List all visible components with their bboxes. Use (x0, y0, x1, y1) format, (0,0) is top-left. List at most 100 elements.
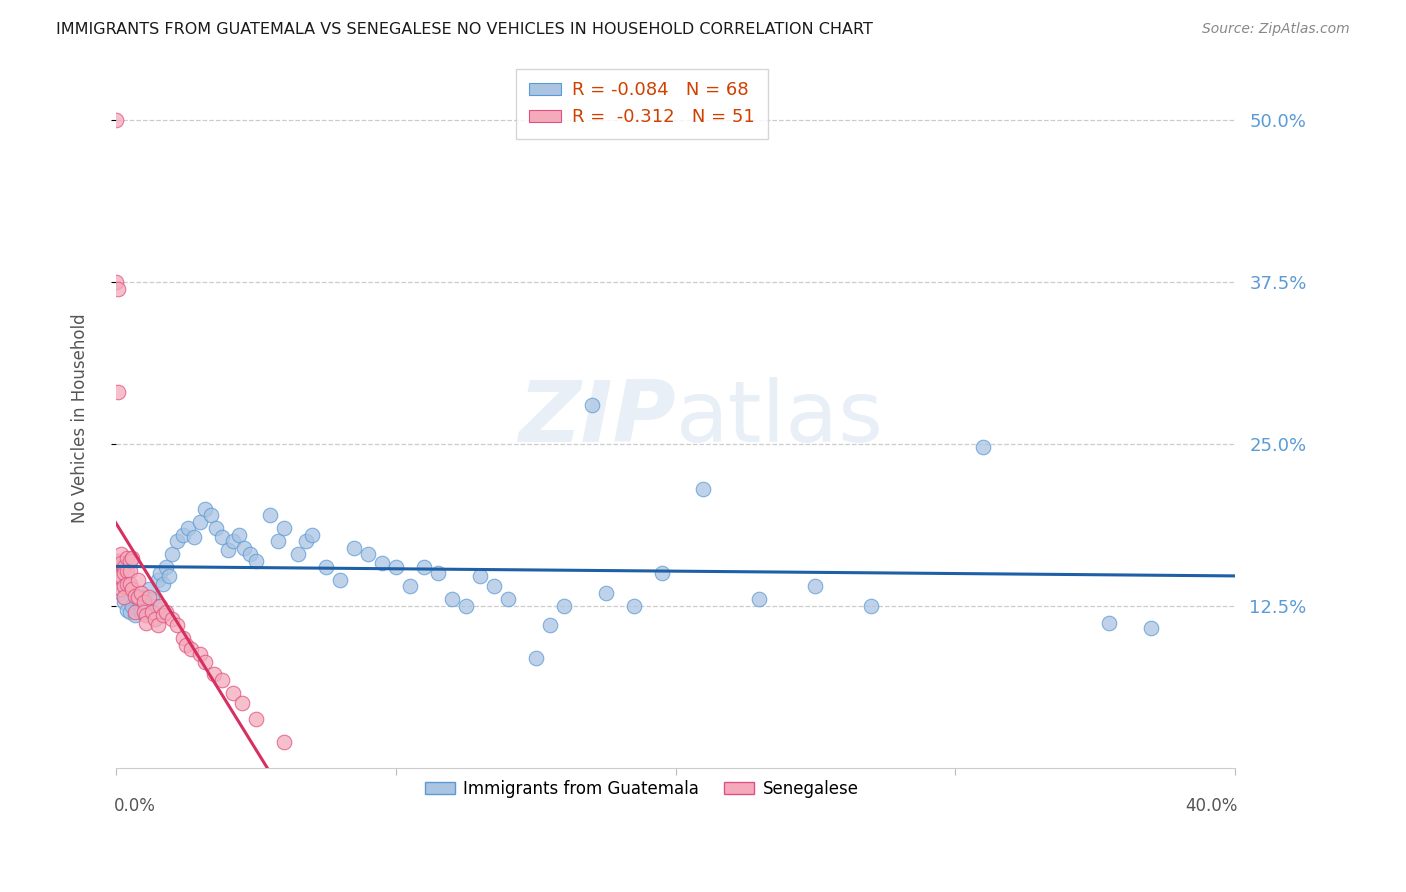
Point (110, 547, 132, 561)
Point (329, 573, 352, 587)
Point (124, 605, 146, 619)
Point (127, 590, 149, 604)
Point (160, 612, 183, 626)
Point (692, 483, 714, 497)
Point (143, 599, 166, 613)
Point (124, 607, 146, 622)
Text: IMMIGRANTS FROM GUATEMALA VS SENEGALESE NO VEHICLES IN HOUSEHOLD CORRELATION CHA: IMMIGRANTS FROM GUATEMALA VS SENEGALESE … (56, 22, 873, 37)
Point (211, 530, 233, 544)
Point (222, 534, 245, 549)
Point (245, 553, 267, 567)
Point (860, 599, 883, 613)
Point (115, 577, 138, 591)
Point (132, 605, 155, 619)
Point (107, 385, 129, 400)
Point (217, 543, 239, 558)
Point (135, 615, 157, 630)
Point (356, 547, 378, 561)
Point (581, 398, 603, 412)
Point (398, 579, 420, 593)
Point (222, 685, 245, 699)
Point (524, 650, 547, 665)
Point (118, 605, 141, 619)
Point (110, 569, 132, 583)
Point (205, 521, 228, 535)
Point (107, 553, 129, 567)
Point (135, 607, 157, 622)
Text: 0.0%: 0.0% (114, 797, 155, 815)
Point (138, 590, 160, 604)
Point (623, 599, 645, 613)
Point (972, 440, 994, 454)
Text: 40.0%: 40.0% (1185, 797, 1237, 815)
Point (454, 599, 477, 613)
Point (121, 582, 143, 596)
Point (228, 527, 250, 541)
Point (143, 612, 166, 626)
Point (104, 275, 127, 289)
Point (110, 586, 132, 600)
Point (141, 605, 163, 619)
Point (107, 569, 129, 583)
Point (1098, 615, 1121, 630)
Point (115, 551, 138, 566)
Point (177, 521, 200, 535)
Point (194, 501, 217, 516)
Point (155, 605, 177, 619)
Point (538, 618, 561, 632)
Point (152, 577, 174, 591)
Point (146, 573, 169, 587)
Point (202, 667, 225, 681)
Point (172, 527, 194, 541)
Point (468, 569, 491, 583)
Point (273, 735, 295, 749)
Point (121, 551, 143, 566)
Point (118, 577, 141, 591)
Point (132, 595, 155, 609)
Point (259, 508, 281, 523)
Point (188, 647, 211, 661)
Point (200, 508, 222, 523)
Point (149, 599, 172, 613)
Point (152, 607, 174, 622)
Point (233, 541, 256, 555)
Point (180, 641, 202, 656)
Point (245, 712, 267, 726)
Point (121, 599, 143, 613)
Point (118, 553, 141, 567)
Point (127, 573, 149, 587)
Point (748, 592, 770, 607)
Point (412, 560, 434, 574)
Point (104, 113, 127, 128)
Point (135, 599, 157, 613)
Y-axis label: No Vehicles in Household: No Vehicles in Household (72, 313, 89, 523)
Point (804, 579, 827, 593)
Point (112, 590, 135, 604)
Point (595, 586, 617, 600)
Point (239, 547, 262, 561)
Point (157, 569, 180, 583)
Point (287, 547, 309, 561)
Point (110, 582, 132, 596)
Point (110, 556, 132, 570)
Point (132, 590, 155, 604)
Point (141, 592, 163, 607)
Point (107, 282, 129, 296)
Point (295, 534, 318, 549)
Point (426, 566, 449, 581)
Point (342, 541, 364, 555)
Point (301, 527, 323, 541)
Point (650, 566, 672, 581)
Point (112, 560, 135, 574)
Point (370, 556, 392, 570)
Point (1140, 621, 1163, 635)
Point (112, 579, 135, 593)
Point (115, 564, 138, 578)
Text: atlas: atlas (675, 376, 883, 459)
Point (211, 673, 233, 687)
Point (118, 564, 141, 578)
Point (183, 530, 205, 544)
Point (267, 534, 290, 549)
Text: ZIP: ZIP (517, 376, 675, 459)
Point (482, 579, 505, 593)
